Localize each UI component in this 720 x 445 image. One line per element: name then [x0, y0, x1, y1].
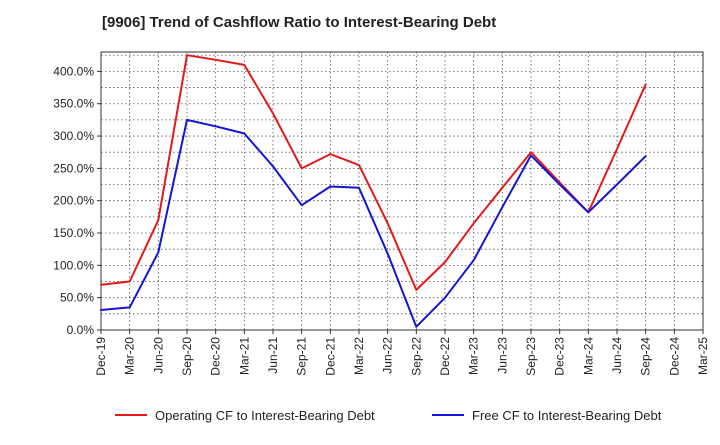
x-tick-label: Sep-24: [639, 337, 653, 376]
x-tick-label: Jun-22: [381, 337, 395, 374]
x-tick-label: Sep-21: [295, 337, 309, 376]
x-tick-label: Dec-23: [553, 337, 567, 376]
x-tick-label: Dec-24: [667, 337, 681, 376]
legend: Operating CF to Interest-Bearing Debt Fre…: [115, 408, 662, 423]
legend-label: Operating CF to Interest-Bearing Debt: [155, 408, 375, 423]
x-tick-label: Mar-23: [467, 337, 481, 375]
plot-frame: [100, 51, 704, 331]
x-tick-label: Mar-21: [237, 337, 251, 375]
x-tick-label: Mar-22: [352, 337, 366, 375]
x-tick-label: Sep-22: [409, 337, 423, 376]
x-tick-label: Mar-24: [581, 337, 595, 375]
y-tick-label: 300.0%: [53, 129, 94, 143]
chart-title: [9906] Trend of Cashflow Ratio to Intere…: [102, 14, 497, 31]
y-tick-label: 200.0%: [53, 194, 94, 208]
gridlines: [100, 52, 704, 330]
x-tick-label: Mar-25: [696, 337, 710, 375]
x-tick-label: Jun-20: [151, 337, 165, 374]
y-axis: 0.0% 50.0% 100.0% 150.0% 200.0% 250.0% 300.0% 3…: [53, 64, 101, 337]
legend-label: Free CF to Interest-Bearing Debt: [472, 408, 662, 423]
y-tick-label: 150.0%: [53, 226, 94, 240]
y-tick-label: 250.0%: [53, 161, 94, 175]
x-axis: Dec-19 Mar-20 Jun-20 Sep-20 Dec-20 Mar-21 Jun-…: [94, 330, 710, 376]
x-tick-label: Dec-21: [323, 337, 337, 376]
y-tick-label: 0.0%: [67, 323, 95, 337]
x-tick-label: Sep-23: [524, 337, 538, 376]
x-tick-label: Jun-24: [610, 337, 624, 374]
x-tick-label: Dec-19: [94, 337, 108, 376]
x-tick-label: Mar-20: [123, 337, 137, 375]
series-line-operating-cf: [100, 54, 647, 291]
x-tick-label: Sep-20: [180, 337, 194, 376]
x-tick-label: Jun-21: [266, 337, 280, 374]
y-tick-label: 100.0%: [53, 258, 94, 272]
series-line-free-cf: [100, 118, 647, 328]
y-tick-label: 50.0%: [60, 291, 94, 305]
y-tick-label: 350.0%: [53, 97, 94, 111]
x-tick-label: Dec-20: [209, 337, 223, 376]
x-tick-label: Jun-23: [495, 337, 509, 374]
y-tick-label: 400.0%: [53, 64, 94, 78]
x-tick-label: Dec-22: [438, 337, 452, 376]
